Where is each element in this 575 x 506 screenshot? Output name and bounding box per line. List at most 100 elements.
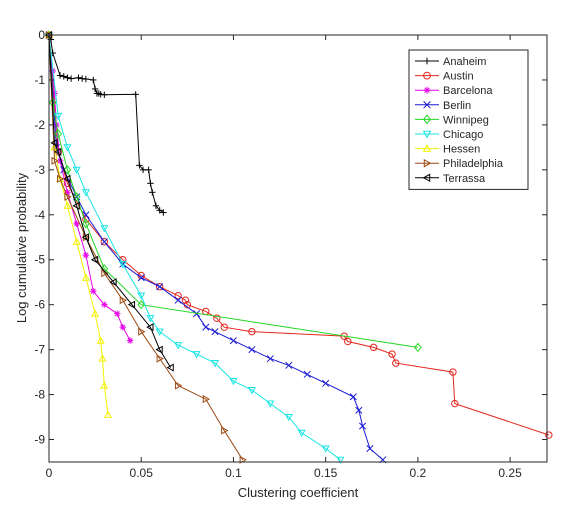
legend-marker-terrassa bbox=[422, 173, 431, 183]
series-philadelphia-point-shape bbox=[156, 354, 164, 363]
series-anaheim-point bbox=[160, 209, 167, 216]
series-berlin-point-stroke bbox=[359, 422, 367, 430]
series-austin-point bbox=[155, 283, 164, 291]
series-berlin-point bbox=[202, 323, 210, 331]
series-barcelona-point bbox=[73, 220, 80, 227]
legend-marker-philadelphia bbox=[423, 158, 432, 168]
series-chicago-point bbox=[247, 387, 256, 395]
series-anaheim-point bbox=[75, 74, 82, 81]
series-barcelona-point bbox=[119, 323, 126, 331]
series-berlin-point bbox=[174, 296, 182, 304]
tick-layer: 0 0.05 0.1 0.15 0.2 0.25 0 -1 -2 -3 -4 -5 -6 -7 -8 -9 bbox=[34, 28, 547, 480]
series-berlin-point bbox=[266, 355, 274, 363]
series-chicago-point-shape bbox=[321, 445, 330, 453]
legend-marker-terrassa-shape bbox=[422, 173, 431, 183]
series-berlin-point bbox=[229, 337, 237, 345]
series-terrassa-point bbox=[63, 174, 71, 183]
series-chicago bbox=[44, 31, 345, 464]
series-barcelona-point bbox=[126, 337, 134, 344]
series-terrassa-point-shape bbox=[155, 345, 163, 354]
legend-marker-barcelona-stroke bbox=[424, 87, 430, 93]
y-tick-label: -5 bbox=[34, 253, 45, 267]
series-hessen-point-shape bbox=[72, 237, 81, 245]
series-berlin-point bbox=[366, 444, 374, 453]
series-terrassa-point bbox=[72, 201, 80, 210]
series-berlin-point-stroke bbox=[174, 296, 182, 304]
series-berlin-point-stroke bbox=[366, 444, 374, 453]
series-berlin-point bbox=[359, 422, 367, 430]
series-terrassa-point bbox=[166, 363, 174, 372]
legend-marker-winnipeg-shape bbox=[422, 114, 432, 125]
series-terrassa-point-shape bbox=[81, 233, 89, 242]
series-chicago-point bbox=[54, 112, 63, 121]
series-chicago-point bbox=[146, 315, 155, 323]
series-chicago-point bbox=[284, 413, 293, 422]
x-tick-label: 0.05 bbox=[130, 466, 154, 480]
series-barcelona-point bbox=[82, 252, 90, 259]
series-chicago-point bbox=[137, 292, 146, 300]
series-barcelona-point-stroke bbox=[120, 324, 126, 330]
y-tick-label: -4 bbox=[34, 208, 45, 222]
series-chicago-point bbox=[321, 445, 330, 453]
series-chicago-point-shape bbox=[229, 378, 238, 386]
series-anaheim-point bbox=[91, 85, 99, 93]
legend-marker-berlin bbox=[423, 101, 431, 109]
series-anaheim-point bbox=[64, 74, 71, 81]
series-hessen-point-shape bbox=[63, 201, 72, 209]
series-austin-point bbox=[344, 337, 352, 346]
series-berlin-point-stroke bbox=[229, 337, 237, 345]
series-layer bbox=[44, 30, 553, 464]
series-anaheim-point bbox=[67, 75, 75, 82]
series-anaheim-point bbox=[82, 75, 90, 83]
series-chicago-point bbox=[210, 360, 220, 368]
series-hessen-point bbox=[103, 410, 113, 418]
series-barcelona-point-stroke bbox=[127, 338, 133, 344]
series-austin-point bbox=[392, 359, 400, 367]
series-terrassa-point-shape bbox=[50, 138, 58, 147]
series-hessen-point-shape bbox=[96, 336, 105, 344]
series-philadelphia-point bbox=[239, 455, 247, 464]
series-anaheim-point bbox=[147, 180, 154, 187]
series-chicago-point-shape bbox=[72, 166, 81, 175]
series-berlin-point-stroke bbox=[211, 328, 219, 336]
series-chicago-point-shape bbox=[336, 456, 345, 464]
series-winnipeg-point-shape bbox=[82, 219, 90, 229]
series-berlin-point bbox=[322, 379, 330, 387]
series-hessen-point bbox=[98, 354, 107, 362]
series-chicago-point-shape bbox=[63, 144, 72, 152]
series-philadelphia-point-shape bbox=[57, 174, 65, 183]
axes-box bbox=[48, 34, 548, 463]
series-terrassa-point-shape bbox=[146, 323, 154, 332]
series-chicago-point bbox=[192, 351, 201, 359]
series-austin-point bbox=[220, 323, 228, 331]
series-hessen-point-shape bbox=[103, 410, 113, 418]
series-anaheim-point bbox=[132, 91, 139, 98]
series-berlin-point bbox=[137, 274, 145, 282]
series-terrassa-point bbox=[90, 255, 99, 264]
series-philadelphia-point bbox=[138, 327, 146, 336]
series-chicago-point-shape bbox=[81, 189, 90, 197]
series-chicago-point-shape bbox=[146, 315, 155, 323]
series-chicago-point-shape bbox=[297, 429, 306, 438]
series-austin-point bbox=[449, 368, 457, 376]
series-chicago-point bbox=[266, 400, 275, 408]
series-winnipeg-point-shape bbox=[137, 300, 146, 310]
series-chicago-point-shape bbox=[247, 387, 256, 395]
x-tick-label: 0.1 bbox=[225, 466, 242, 480]
series-chicago-point-shape bbox=[266, 400, 275, 408]
series-terrassa-point-shape bbox=[63, 174, 71, 183]
series-philadelphia-point-shape bbox=[202, 395, 211, 404]
legend-marker-barcelona bbox=[423, 86, 431, 94]
series-chicago-point bbox=[100, 225, 109, 233]
series-berlin-point-stroke bbox=[285, 361, 293, 369]
series-anaheim-point bbox=[136, 162, 143, 169]
series-philadelphia-point-shape bbox=[239, 455, 247, 464]
series-berlin-point-stroke bbox=[202, 323, 210, 331]
legend-marker-hessen bbox=[422, 144, 432, 152]
series-hessen-point-shape bbox=[100, 381, 109, 389]
series-chicago-point bbox=[297, 429, 306, 438]
series-chicago-point-shape bbox=[155, 328, 164, 336]
series-berlin-point bbox=[355, 406, 363, 414]
series-winnipeg-point bbox=[414, 342, 422, 353]
series-barcelona-point-stroke bbox=[114, 311, 120, 317]
